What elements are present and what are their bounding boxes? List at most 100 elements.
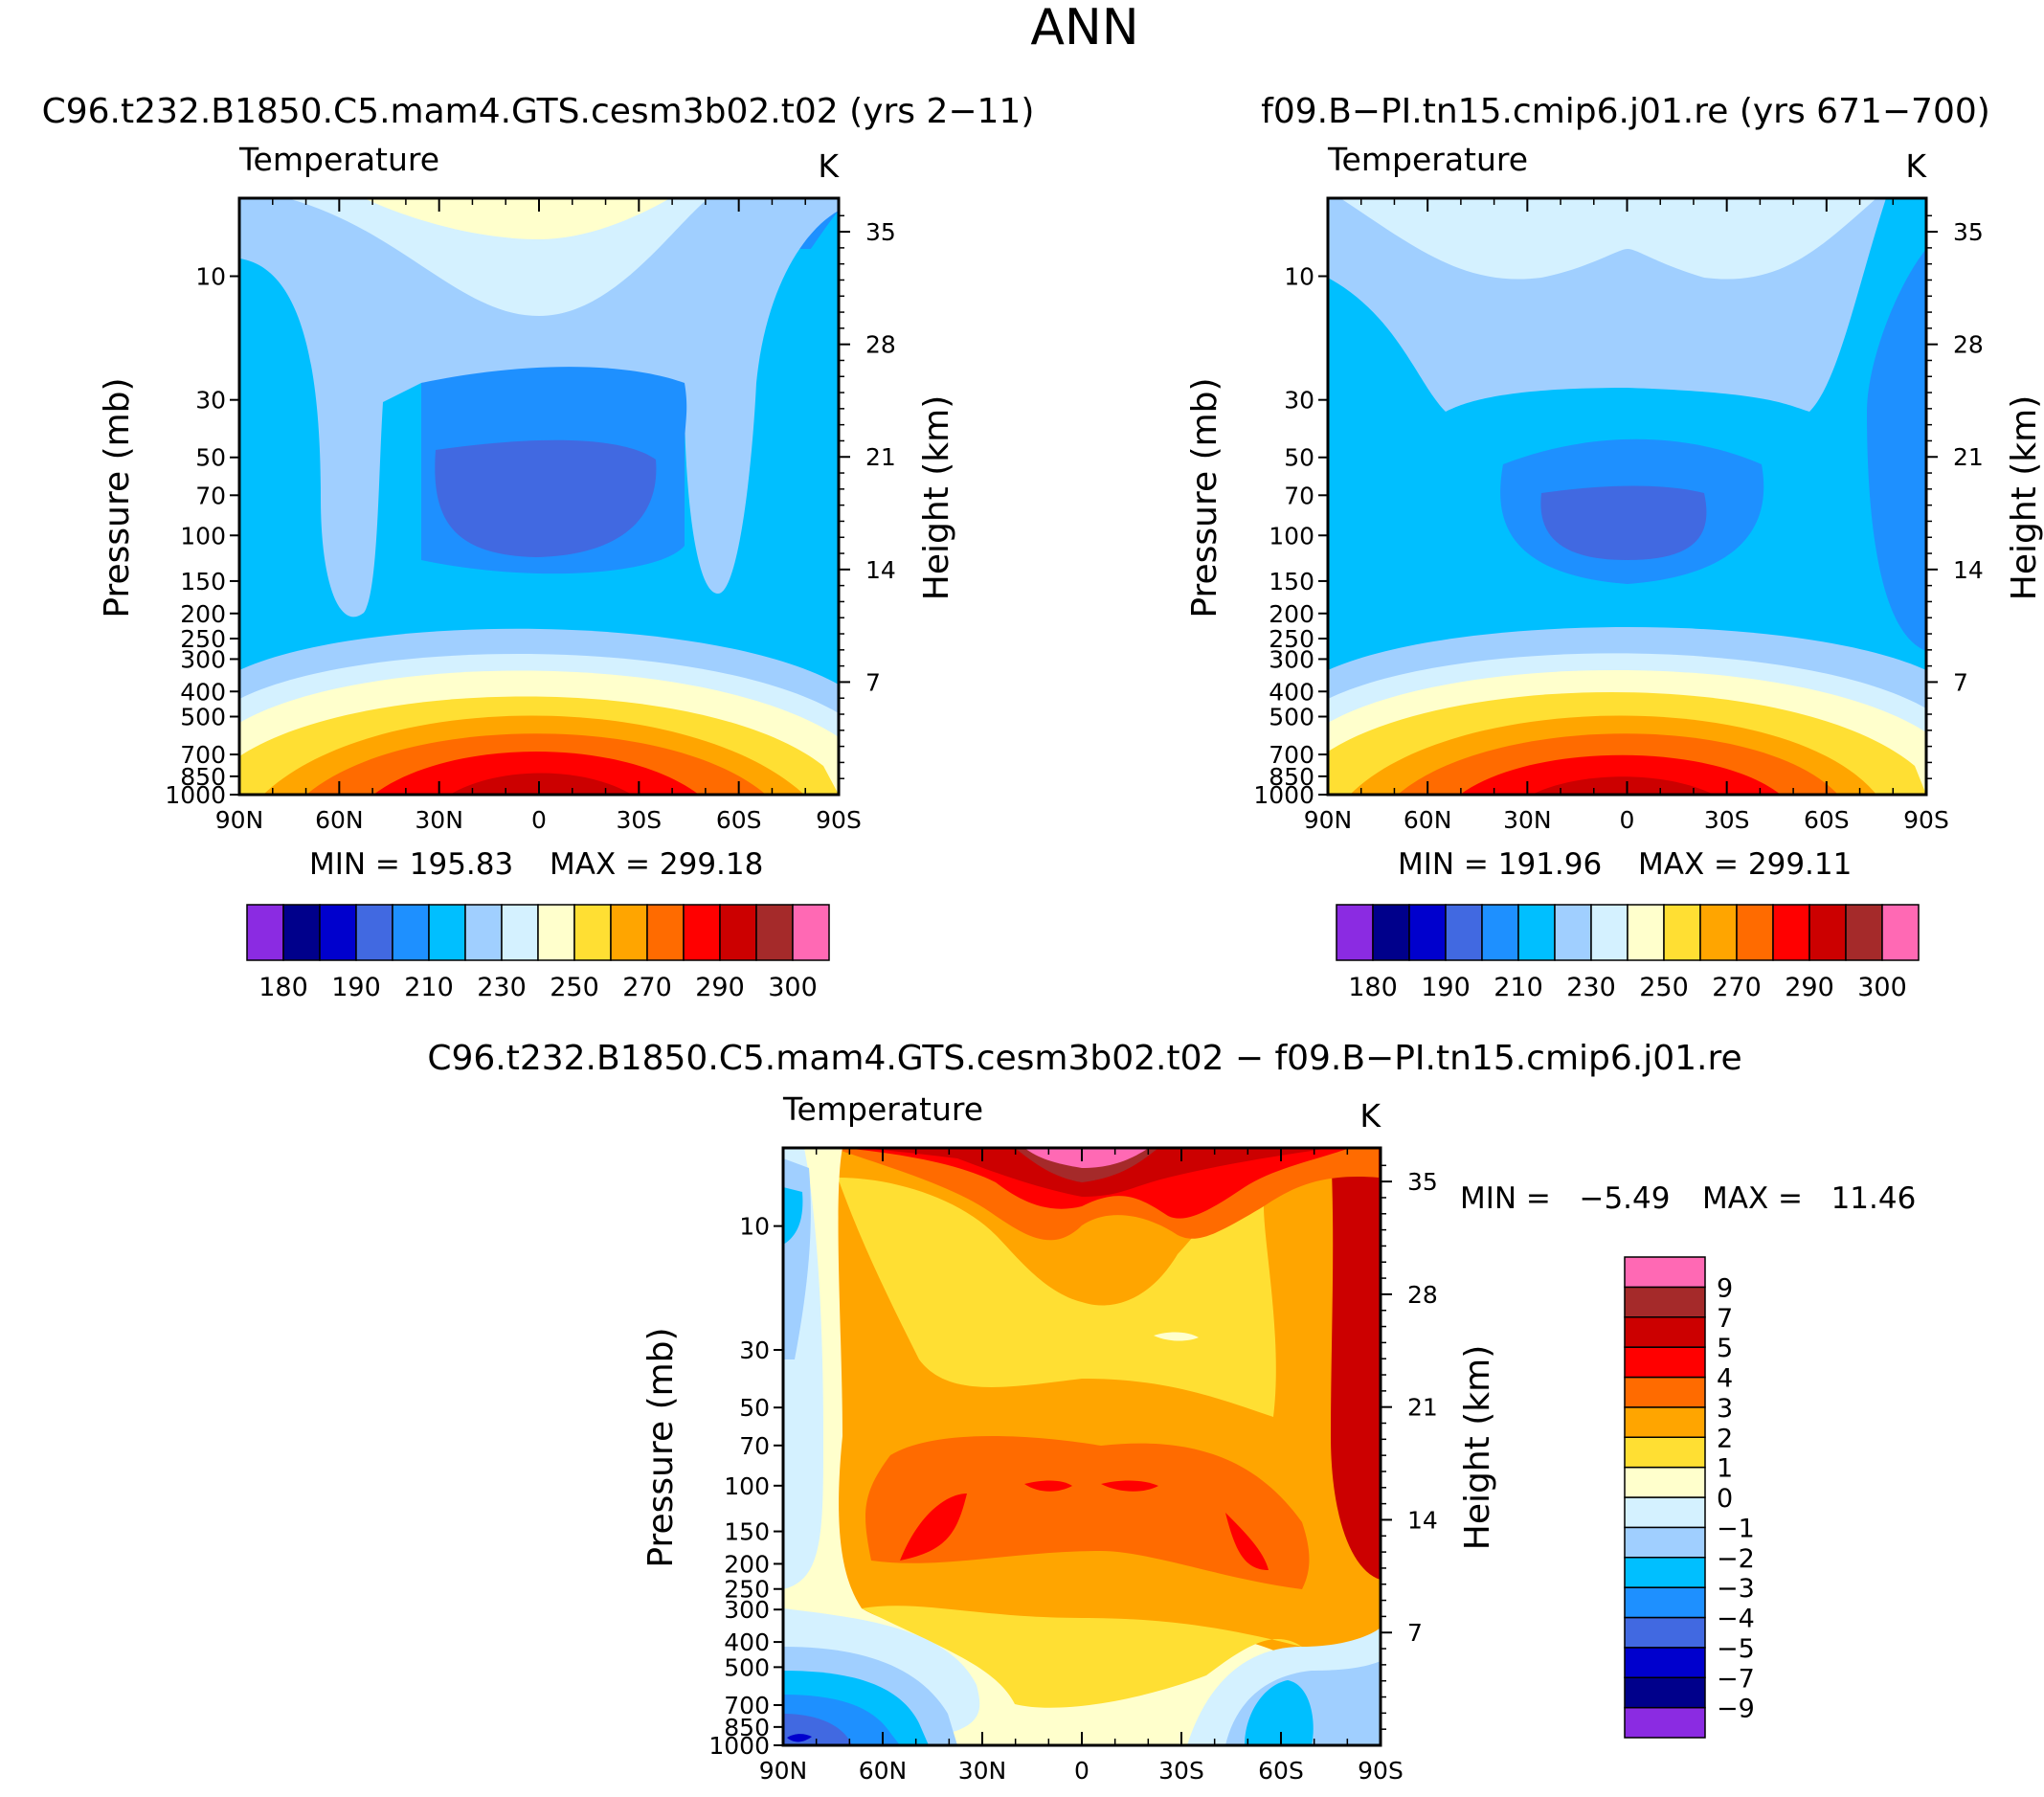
x-axis: 90N 60N 30N 0 30S 60S 90S xyxy=(215,198,862,834)
contour-fill-4-5 xyxy=(900,1494,967,1561)
contour-fill-250-260 xyxy=(364,198,670,239)
colorbar-swatch xyxy=(1627,904,1665,961)
panel-title: f09.B−PI.tn15.cmip6.j01.re (yrs 671−700) xyxy=(1261,92,1990,131)
colorbar-label: 300 xyxy=(768,973,818,1002)
colorbar: 180 190 210 230 250 270 290 300 xyxy=(246,904,830,1002)
y-tick-label: 10 xyxy=(739,1213,770,1241)
variable-label: Temperature xyxy=(782,1090,983,1128)
colorbar-label: 180 xyxy=(1348,973,1398,1002)
colorbar-swatch xyxy=(1624,1346,1706,1379)
contour-fill-5-7 xyxy=(1331,1148,1381,1580)
colorbar-swatch xyxy=(755,904,794,961)
colorbar-swatch xyxy=(1624,1496,1706,1529)
colorbar-swatch xyxy=(464,904,503,961)
variable-label: Temperature xyxy=(238,141,439,178)
colorbar-swatch xyxy=(1624,1406,1706,1438)
y2-tick-label: 35 xyxy=(1953,218,1984,246)
colorbar-swatch xyxy=(1624,1676,1706,1709)
y-tick-label: 250 xyxy=(180,625,226,653)
y-tick-label: 300 xyxy=(724,1596,770,1624)
x-axis: 90N 60N 30N 0 30S 60S 90S xyxy=(1304,198,1949,834)
colorbar-label: −7 xyxy=(1717,1664,1755,1694)
max-label: MAX = 299.18 xyxy=(550,847,763,882)
y-tick-label: 100 xyxy=(1269,522,1314,550)
y2-tick-label: 21 xyxy=(1953,443,1984,471)
contour-fill-230-240 xyxy=(239,198,839,618)
x-tick-label: 30S xyxy=(1704,806,1750,834)
y-tick-label: 150 xyxy=(724,1518,770,1546)
y-tick-label: 70 xyxy=(195,482,226,509)
colorbar-swatch xyxy=(282,904,321,961)
x-axis: 90N 60N 30N 0 30S 60S 90S xyxy=(759,1148,1404,1785)
y-tick-label: 30 xyxy=(195,387,226,415)
panel-title: C96.t232.B1850.C5.mam4.GTS.cesm3b02.t02 … xyxy=(42,92,1035,131)
contour-fill-3-4 xyxy=(865,1436,1310,1589)
colorbar-label: 7 xyxy=(1717,1304,1733,1334)
y2-tick-label: 28 xyxy=(865,331,896,359)
colorbar-label: −4 xyxy=(1717,1605,1755,1634)
y-tick-label: 400 xyxy=(180,678,226,706)
contour-fill-290-295 xyxy=(1532,776,1714,795)
colorbar-swatch xyxy=(610,904,648,961)
colorbar-label: −3 xyxy=(1717,1574,1755,1604)
y-tick-label: 100 xyxy=(724,1472,770,1500)
colorbar-label: 3 xyxy=(1717,1394,1733,1424)
panel-test: C96.t232.B1850.C5.mam4.GTS.cesm3b02.t02 … xyxy=(42,92,1035,1002)
x-tick-label: 60N xyxy=(1404,806,1452,834)
y2-axis: 35 28 21 14 7 xyxy=(839,214,896,779)
y2-tick-label: 35 xyxy=(1407,1168,1438,1196)
x-tick-label: 90N xyxy=(759,1757,808,1785)
y2-axis-title: Height (km) xyxy=(1458,1345,1497,1550)
y2-axis-title: Height (km) xyxy=(2005,395,2044,600)
y-tick-label: 150 xyxy=(1269,568,1314,595)
colorbar-swatch xyxy=(319,904,357,961)
colorbar-swatch xyxy=(1845,904,1883,961)
y-tick-label: 700 xyxy=(1269,741,1314,769)
y-tick-label: 10 xyxy=(195,263,226,291)
colorbar-swatch xyxy=(1336,904,1374,961)
colorbar-swatch xyxy=(573,904,612,961)
plot-axes: 90N 60N 30N 0 30S 60S 90S 10 30 50 70 100 150 200250… xyxy=(641,1146,1497,1785)
colorbar-swatch xyxy=(1624,1256,1706,1289)
min-label: MIN = 195.83 xyxy=(309,847,513,882)
plot-axes: 90N 60N 30N 0 30S 60S 90S 10 30 50 70 100 150 200250… xyxy=(1185,196,2044,834)
colorbar-label: 5 xyxy=(1717,1334,1733,1363)
colorbar-label: −1 xyxy=(1717,1514,1755,1543)
x-tick-label: 0 xyxy=(1074,1757,1089,1785)
y2-tick-label: 14 xyxy=(865,556,896,584)
colorbar-swatch xyxy=(392,904,430,961)
colorbar-swatch xyxy=(1624,1616,1706,1649)
contour-fill-280-290 xyxy=(1460,754,1781,795)
x-tick-label: 0 xyxy=(531,806,547,834)
colorbar-swatch xyxy=(1624,1647,1706,1678)
y2-tick-label: 7 xyxy=(1953,668,1968,696)
colorbar-label: −2 xyxy=(1717,1544,1755,1574)
contour-field xyxy=(239,198,839,795)
y-tick-label: 250 xyxy=(1269,625,1314,653)
colorbar-label: 0 xyxy=(1717,1484,1733,1514)
contour-fill-minus3-minus2 xyxy=(1245,1680,1314,1745)
y2-tick-label: 28 xyxy=(1953,331,1984,359)
contour-fill-190-200 xyxy=(435,439,657,557)
contour-fill-9-plus xyxy=(1024,1148,1149,1168)
max-label: MAX = 11.46 xyxy=(1702,1181,1916,1216)
y-axis-title: Pressure (mb) xyxy=(641,1327,681,1567)
contour-fill-minus7-minus5 xyxy=(787,1734,812,1742)
x-tick-label: 30S xyxy=(1158,1757,1204,1785)
contour-fill-4-5 xyxy=(1024,1480,1072,1492)
colorbar-label: 300 xyxy=(1857,973,1907,1002)
colorbar: 180 190 210 230 250 270 290 300 xyxy=(1336,904,1920,1002)
colorbar-swatch xyxy=(1624,1316,1706,1348)
y-axis-title: Pressure (mb) xyxy=(98,377,137,618)
y-tick-label: 700 xyxy=(724,1692,770,1719)
y-tick-label: 500 xyxy=(724,1653,770,1681)
x-tick-label: 90S xyxy=(1358,1757,1404,1785)
min-label: MIN = 191.96 xyxy=(1398,847,1602,882)
colorbar-label: −9 xyxy=(1717,1695,1755,1724)
y-tick-label: 70 xyxy=(1284,482,1314,509)
colorbar-swatch xyxy=(1624,1436,1706,1469)
